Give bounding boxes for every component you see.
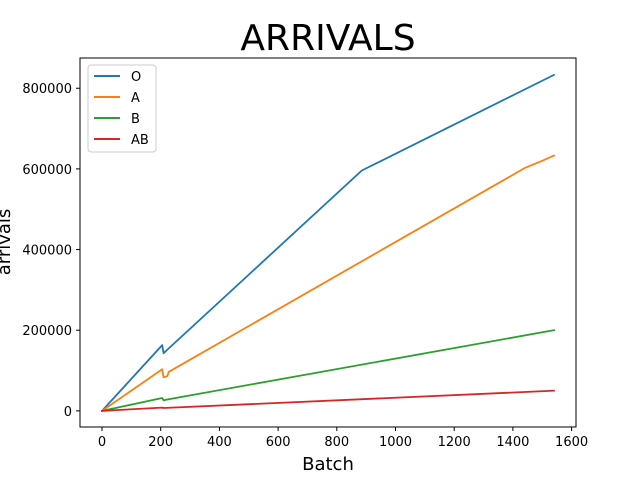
y-tick-label: 400000	[22, 244, 72, 259]
series-layer	[100, 73, 556, 413]
series-line-b	[100, 329, 556, 412]
series-line-a	[100, 154, 556, 413]
y-axis-label: arrivals	[0, 209, 15, 276]
plot-area-frame	[79, 57, 577, 428]
y-tick-label: 0	[64, 405, 72, 420]
legend-label-ab: AB	[131, 133, 149, 148]
legend-label-b: B	[131, 112, 140, 127]
x-tick-label: 1000	[379, 435, 412, 450]
tick-layer: 0 200 400 600 800 1000 1200 1400 1600 0 200000 4000…	[22, 82, 588, 450]
x-tick-label: 1400	[496, 435, 529, 450]
x-tick-label: 1600	[555, 435, 588, 450]
y-tick-label: 200000	[22, 324, 72, 339]
y-tick-label: 600000	[22, 163, 72, 178]
x-tick-label: 800	[324, 435, 349, 450]
legend-box	[87, 64, 157, 153]
series-line-o	[100, 73, 556, 413]
series-line-ab	[101, 389, 555, 412]
x-tick-label: 600	[266, 435, 291, 450]
chart-title: ARRIVALS	[240, 18, 415, 59]
x-tick-label: 400	[207, 435, 232, 450]
legend-label-a: A	[131, 91, 140, 106]
x-tick-label: 200	[148, 435, 173, 450]
legend-label-o: O	[131, 70, 141, 85]
y-tick-label: 800000	[22, 82, 72, 97]
x-axis-label: Batch	[302, 454, 354, 475]
x-tick-label: 1200	[438, 435, 471, 450]
x-tick-label: 0	[98, 435, 106, 450]
